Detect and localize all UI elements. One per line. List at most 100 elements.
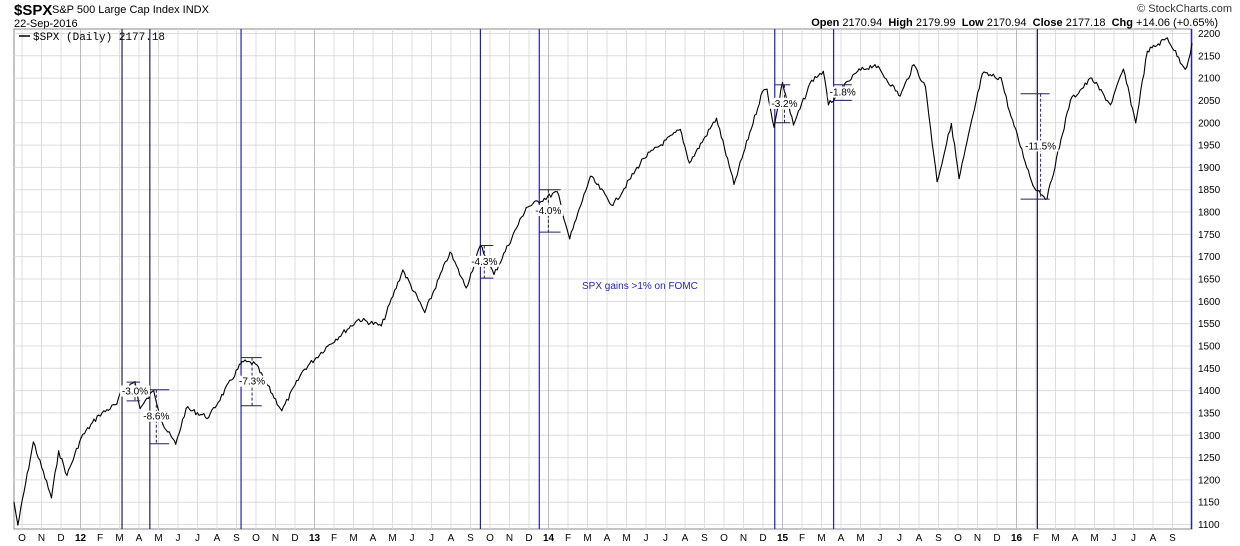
price-point: [950, 123, 952, 125]
drawdown-label: -4.3%: [471, 257, 497, 268]
price-point: [208, 416, 210, 418]
x-tick-label: D: [993, 533, 1000, 544]
x-tick-label: M: [856, 533, 864, 544]
x-tick-label: F: [331, 533, 337, 544]
drawdown-label: -11.5%: [1025, 141, 1056, 152]
price-point: [773, 126, 775, 128]
x-tick-label: 15: [777, 533, 789, 544]
y-tick-label: 1800: [1198, 208, 1221, 219]
x-tick-label: A: [1150, 533, 1157, 544]
price-point: [380, 325, 383, 327]
y-tick-label: 1150: [1198, 498, 1220, 509]
price-point: [781, 81, 784, 84]
y-tick-label: 1600: [1198, 297, 1221, 308]
y-tick-label: 1300: [1198, 431, 1221, 442]
drawdown-annotations: -3.0% -8.6% -7.3% -4.3% -4.0% -3.2% -1.8% -11.5…: [119, 84, 1059, 445]
fomc-lines: [121, 29, 1192, 529]
drawdown-label-bg: [769, 97, 800, 109]
y-tick-label: 1250: [1198, 453, 1221, 464]
x-axis: O N D 12 F M A M J J A S O N D 13 F M A M J J A S O N D 14 F M A M J J A S O…: [18, 533, 1176, 544]
x-tick-label: N: [974, 533, 981, 544]
y-tick-label: 1450: [1198, 364, 1221, 375]
price-point: [449, 251, 451, 253]
y-axis: 1100 1150 1200 1250 1300 1350 1400 1450 1500 1550…: [1198, 29, 1221, 531]
open-value: 2170.94: [842, 17, 883, 29]
price-point: [1122, 68, 1125, 70]
x-tick-label: N: [38, 533, 45, 544]
price-point: [50, 497, 53, 499]
x-tick-label: O: [954, 533, 962, 544]
drawdown-label: -1.8%: [830, 88, 856, 99]
price-point: [493, 273, 495, 276]
y-tick-label: 1850: [1198, 185, 1221, 196]
x-tick-label: N: [740, 533, 747, 544]
x-tick-label: A: [1072, 533, 1079, 544]
x-tick-label: 14: [543, 533, 555, 544]
y-tick-label: 1200: [1198, 475, 1221, 486]
price-point: [715, 117, 718, 119]
price-point: [241, 360, 243, 363]
price-point: [240, 363, 242, 365]
price-point: [66, 474, 68, 477]
price-point: [281, 410, 283, 412]
price-point: [1146, 50, 1148, 52]
price-point: [913, 64, 915, 66]
price-point: [556, 191, 558, 193]
price-point: [899, 95, 901, 97]
price-point: [761, 90, 764, 93]
spx-price-line: [13, 37, 1193, 526]
x-tick-label: S: [935, 533, 942, 544]
x-tick-label: O: [486, 533, 494, 544]
x-tick-label: A: [838, 533, 845, 544]
x-tick-label: O: [720, 533, 728, 544]
ohlc-readout: Open 2170.94 High 2179.99 Low 2170.94 Cl…: [811, 17, 1218, 29]
price-point: [569, 238, 571, 240]
x-tick-label: M: [622, 533, 630, 544]
y-tick-label: 1650: [1198, 275, 1221, 286]
x-tick-label: D: [57, 533, 64, 544]
x-tick-label: D: [525, 533, 532, 544]
y-tick-label: 2150: [1198, 51, 1221, 62]
x-tick-label: A: [214, 533, 221, 544]
x-tick-label: F: [97, 533, 103, 544]
x-tick-label: 13: [309, 533, 321, 544]
drawdown-label-bg: [237, 375, 268, 387]
x-tick-label: D: [759, 533, 766, 544]
y-tick-label: 1350: [1198, 408, 1221, 419]
price-point: [1000, 77, 1002, 79]
fomc-annotation: SPX gains >1% on FOMC: [582, 281, 698, 292]
price-point: [822, 70, 824, 73]
drawdown-label-bg: [141, 410, 172, 422]
y-tick-label: 2050: [1198, 96, 1221, 107]
x-tick-label: J: [1131, 533, 1136, 544]
y-tick-label: 1550: [1198, 319, 1221, 330]
y-tick-label: 1750: [1198, 230, 1221, 241]
price-point: [766, 88, 768, 90]
brand-label: © StockCharts.com: [1137, 3, 1232, 15]
y-tick-label: 1400: [1198, 386, 1221, 397]
low-value: 2170.94: [986, 17, 1027, 29]
price-point: [58, 450, 60, 452]
price-point: [302, 369, 304, 372]
price-point: [1135, 122, 1137, 124]
drawdown-label: -3.2%: [771, 99, 797, 110]
chg-label: Chg: [1111, 17, 1133, 29]
price-point: [80, 436, 82, 439]
x-tick-label: N: [506, 533, 513, 544]
price-point: [465, 287, 467, 289]
x-tick-label: N: [272, 533, 279, 544]
x-tick-label: 16: [1011, 533, 1023, 544]
price-point: [924, 86, 927, 88]
y-tick-label: 1100: [1198, 520, 1220, 531]
chg-value: +14.06 (+0.65%): [1136, 17, 1218, 29]
price-point: [811, 79, 813, 81]
x-tick-label: O: [252, 533, 260, 544]
x-tick-label: J: [663, 533, 668, 544]
y-tick-label: 1950: [1198, 141, 1221, 152]
x-tick-label: M: [583, 533, 591, 544]
price-point: [153, 390, 155, 392]
x-tick-label: O: [18, 533, 26, 544]
drawdown-label-bg: [533, 204, 564, 216]
price-point: [874, 64, 876, 66]
price-point: [1186, 66, 1188, 68]
